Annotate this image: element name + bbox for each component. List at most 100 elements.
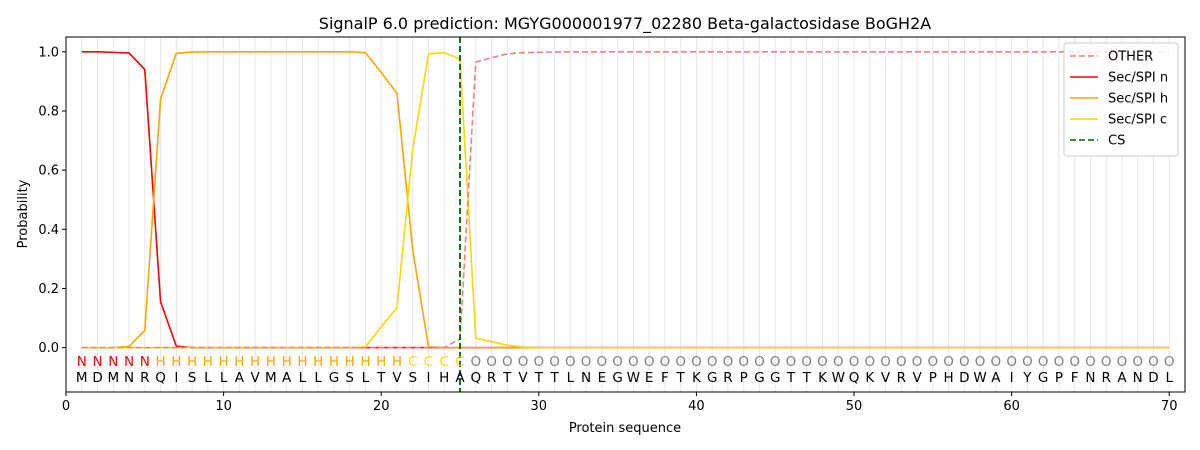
residue-letter: R: [487, 370, 496, 386]
legend-label: OTHER: [1108, 50, 1153, 65]
y-tick-label: 1.0: [38, 45, 59, 60]
residue-letter: A: [1117, 370, 1127, 386]
residue-letter: T: [534, 370, 544, 386]
region-label: H: [282, 354, 292, 370]
residue-letter: H: [439, 370, 449, 386]
region-label: H: [376, 354, 386, 370]
region-label: O: [1164, 354, 1175, 370]
region-label: O: [1038, 354, 1049, 370]
region-label: H: [297, 354, 307, 370]
region-label: O: [896, 354, 907, 370]
region-label: O: [864, 354, 875, 370]
region-label: O: [581, 354, 592, 370]
residue-letter: H: [944, 370, 954, 386]
residue-letter: R: [140, 370, 149, 386]
residue-letter: W: [832, 370, 845, 386]
residue-letter: E: [598, 370, 607, 386]
legend: OTHER Sec/SPI n Sec/SPI h Sec/SPI c CS: [1063, 42, 1179, 157]
residue-letter: N: [1085, 370, 1095, 386]
region-label: O: [1101, 354, 1112, 370]
region-label: O: [707, 354, 718, 370]
residue-letter: G: [754, 370, 764, 386]
y-tick-label: 0.2: [38, 282, 59, 297]
region-label: O: [849, 354, 860, 370]
x-axis: 0 10 20 30 40 50 60 70: [62, 392, 1178, 414]
residue-letter: I: [174, 370, 178, 386]
plot-frame: [65, 36, 1186, 393]
region-label: O: [644, 354, 655, 370]
region-label: O: [533, 354, 544, 370]
region-label: H: [219, 354, 229, 370]
residue-letter: L: [362, 370, 370, 386]
region-label: O: [1132, 354, 1143, 370]
y-tick-label: 0.6: [38, 164, 59, 179]
residue-letter: T: [549, 370, 559, 386]
residue-letter: S: [188, 370, 197, 386]
region-label: O: [1054, 354, 1065, 370]
residue-letter: T: [502, 370, 512, 386]
residue-letter: V: [392, 370, 402, 386]
region-label: C: [424, 354, 433, 370]
region-label: O: [1022, 354, 1033, 370]
region-label: O: [470, 354, 481, 370]
region-label: O: [1006, 354, 1017, 370]
residue-letter: S: [345, 370, 354, 386]
legend-label: CS: [1108, 134, 1125, 149]
residue-letter: L: [314, 370, 322, 386]
legend-label: Sec/SPI c: [1108, 113, 1167, 128]
residue-letter: F: [1071, 370, 1079, 386]
residue-letter: I: [427, 370, 431, 386]
residue-letter: T: [376, 370, 386, 386]
residue-letter: E: [645, 370, 654, 386]
residue-letter: K: [692, 370, 702, 386]
residue-letter: R: [723, 370, 732, 386]
region-label: N: [140, 354, 150, 370]
residue-letter: L: [220, 370, 228, 386]
region-label: H: [360, 354, 370, 370]
region-label: N: [77, 354, 87, 370]
region-label: H: [313, 354, 323, 370]
region-label: C: [455, 354, 464, 370]
y-axis-label: Probability: [16, 179, 31, 248]
residue-letter: G: [1038, 370, 1048, 386]
residue-letter: L: [567, 370, 575, 386]
residue-letter: W: [627, 370, 640, 386]
region-label: O: [754, 354, 765, 370]
residue-letter: T: [676, 370, 686, 386]
x-tick-label: 0: [62, 399, 70, 414]
region-label: O: [770, 354, 781, 370]
region-label: O: [675, 354, 686, 370]
region-label: O: [518, 354, 529, 370]
residue-letter: T: [802, 370, 812, 386]
region-label: O: [880, 354, 891, 370]
residue-letter: V: [912, 370, 922, 386]
residue-letter: N: [581, 370, 591, 386]
residue-letter: V: [881, 370, 891, 386]
region-label: O: [502, 354, 513, 370]
y-tick-label: 0.8: [38, 104, 59, 119]
residue-letter: P: [929, 370, 937, 386]
residue-letter: V: [251, 370, 261, 386]
sequence-letters: NMNDNMNNNRHQHIHSHLHLHAHVHMHAHLHLHGHSHLHT…: [76, 354, 1175, 386]
grid-lines: [81, 37, 1170, 392]
residue-letter: A: [282, 370, 292, 386]
residue-letter: L: [299, 370, 307, 386]
region-label: H: [329, 354, 339, 370]
residue-letter: G: [770, 370, 780, 386]
region-label: H: [155, 354, 165, 370]
region-label: H: [266, 354, 276, 370]
region-label: O: [817, 354, 828, 370]
region-label: O: [912, 354, 923, 370]
region-label: H: [345, 354, 355, 370]
region-label: O: [1085, 354, 1096, 370]
residue-letter: Y: [1022, 370, 1032, 386]
region-label: O: [612, 354, 623, 370]
residue-letter: K: [865, 370, 875, 386]
region-label: O: [486, 354, 497, 370]
residue-letter: R: [897, 370, 906, 386]
residue-letter: W: [973, 370, 986, 386]
region-label: O: [628, 354, 639, 370]
region-label: O: [786, 354, 797, 370]
